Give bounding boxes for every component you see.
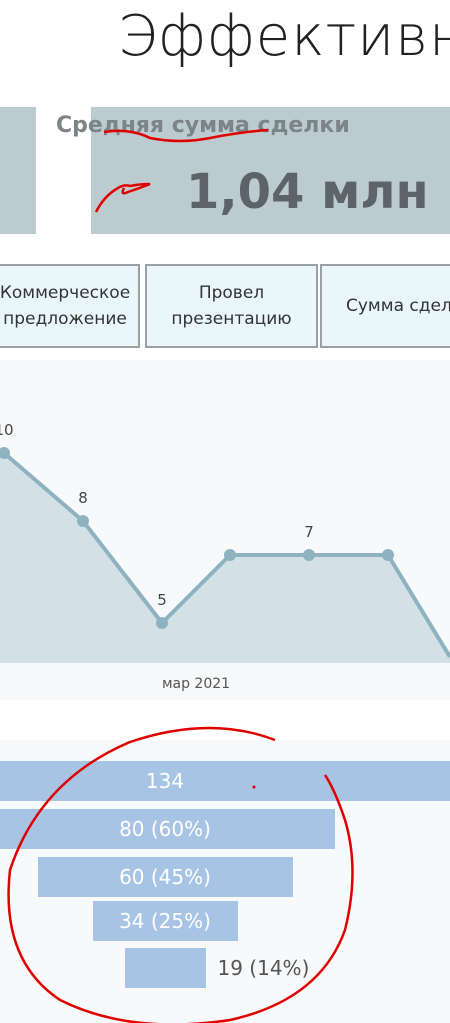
page-title: Эффективно bbox=[118, 4, 450, 69]
filter-button-commercial-offer[interactable]: Коммерческое предложение bbox=[0, 264, 140, 348]
funnel-label: 80 (60%) bbox=[119, 817, 211, 841]
chart-data-label: 8 bbox=[78, 489, 88, 507]
chart-point[interactable] bbox=[0, 447, 10, 459]
filter-label-line1: Сумма сдел bbox=[346, 296, 450, 316]
chart-point[interactable] bbox=[303, 549, 315, 561]
chart-point[interactable] bbox=[156, 617, 168, 629]
chart-point[interactable] bbox=[77, 515, 89, 527]
funnel-bar[interactable] bbox=[124, 948, 206, 988]
filter-label-line2: презентацию bbox=[171, 309, 292, 329]
filter-label-line1: Провел bbox=[198, 283, 265, 303]
chart-data-label: 10 bbox=[0, 421, 14, 439]
chart-area-fill bbox=[0, 453, 450, 663]
funnel-bar[interactable] bbox=[0, 761, 450, 801]
chart-data-label: 5 bbox=[157, 591, 167, 609]
kpi-value: 1,04 млн bbox=[186, 164, 429, 220]
filter-button-deal-sum[interactable]: Сумма сдел bbox=[320, 264, 450, 348]
chart-point[interactable] bbox=[382, 549, 394, 561]
x-axis-label: мар 2021 bbox=[162, 676, 230, 692]
line-chart: 10 8 5 7 мар 2021 bbox=[0, 421, 450, 692]
funnel-label: 34 (25%) bbox=[119, 909, 211, 933]
filter-button-presentation[interactable]: Провел презентацию bbox=[145, 264, 318, 348]
chart-point[interactable] bbox=[224, 549, 236, 561]
funnel-label: 19 (14%) bbox=[217, 956, 310, 980]
kpi-label: Средняя сумма сделки bbox=[56, 113, 350, 138]
funnel-label: 134 bbox=[145, 769, 185, 793]
kpi-card-left bbox=[0, 107, 36, 234]
chart-data-label: 7 bbox=[304, 523, 314, 541]
kpi-card-avg-deal bbox=[91, 107, 450, 234]
filter-label-line1: Коммерческое bbox=[0, 283, 131, 303]
filter-label-line2: предложение bbox=[3, 309, 127, 329]
funnel-label: 60 (45%) bbox=[119, 865, 211, 889]
